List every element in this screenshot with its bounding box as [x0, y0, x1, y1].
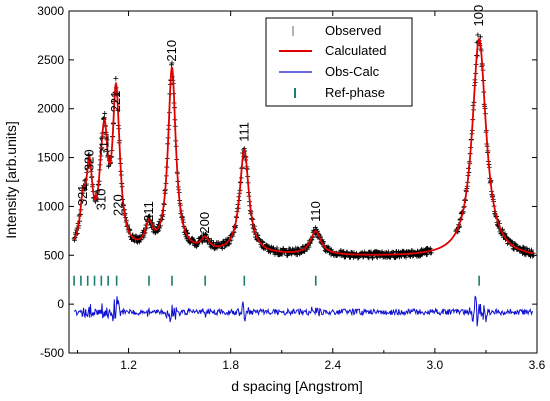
y-tick-label: 2000 [37, 102, 64, 116]
x-tick-label: 2.4 [324, 358, 341, 372]
y-tick-label: 0 [57, 297, 64, 311]
x-axis-label: d spacing [Angstrom] [231, 378, 363, 394]
peak-label: 200 [197, 212, 212, 234]
y-tick-label: 2500 [37, 53, 64, 67]
y-tick-label: 3000 [37, 4, 64, 18]
calculated-series [73, 37, 534, 256]
peak-label: 320 [81, 149, 96, 171]
obs-calc-series [73, 295, 534, 327]
peak-label: 220 [110, 194, 125, 216]
peak-label: 100 [471, 5, 486, 27]
axis-ticks-group: 1.2 1.8 2.4 3.0 3.6 -500 0 500 1000 1500 2000 2500 3… [37, 4, 545, 372]
peak-label: 210 [164, 40, 179, 62]
plot-frame [68, 10, 538, 354]
peak-labels-group: 321 320 310 311 221 220 211 210 200 111 110 100 [75, 5, 486, 234]
legend: Observed Calculated Obs-Calc Ref-phase [265, 17, 413, 107]
y-tick-label: 1000 [37, 199, 64, 213]
peak-label: 211 [141, 201, 156, 222]
y-tick-label: 1500 [37, 151, 64, 165]
y-axis-label: Intensity [arb.units] [3, 121, 19, 239]
x-tick-label: 3.6 [529, 358, 546, 372]
plot-frame-group [68, 10, 538, 354]
peak-label: 321 [75, 184, 90, 206]
peak-label: 311 [97, 135, 112, 156]
legend-observed-label: Observed [325, 23, 381, 38]
legend-obs-calc-label: Obs-Calc [325, 64, 380, 79]
legend-box [265, 17, 413, 107]
y-tick-label: 500 [44, 248, 64, 262]
data-layer [71, 32, 536, 327]
peak-label: 310 [93, 188, 108, 210]
peak-label: 110 [308, 201, 323, 222]
legend-calculated-label: Calculated [325, 43, 386, 58]
x-tick-label: 1.2 [120, 358, 137, 372]
peak-label: 221 [108, 91, 123, 113]
legend-ref-phase-label: Ref-phase [325, 85, 385, 100]
peak-label: 111 [236, 122, 251, 142]
x-tick-label: 1.8 [222, 358, 239, 372]
x-tick-label: 3.0 [427, 358, 444, 372]
y-tick-label: -500 [40, 346, 64, 360]
